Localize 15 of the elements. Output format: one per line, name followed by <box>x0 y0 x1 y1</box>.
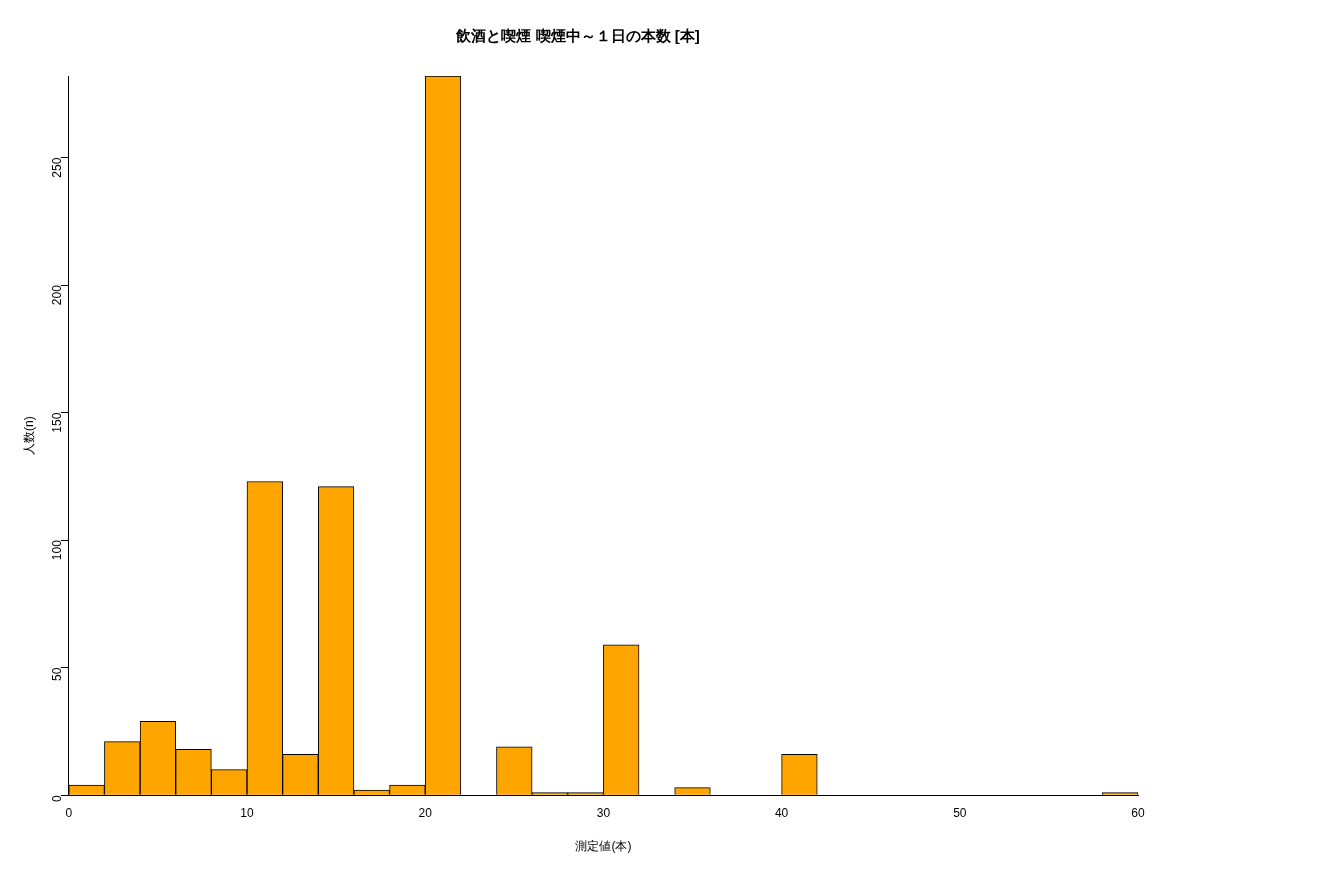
x-tick-label: 30 <box>596 805 611 820</box>
x-tick-label: 50 <box>953 805 967 820</box>
x-tick-label: 60 <box>1131 805 1145 820</box>
y-tick-label: 0 <box>50 794 65 802</box>
y-tick-label: 50 <box>50 667 65 682</box>
x-axis-title: 測定値(本) <box>575 839 632 854</box>
x-tick-label: 10 <box>240 805 254 820</box>
x-tick-label: 20 <box>418 805 433 820</box>
x-tick-label: 40 <box>774 805 789 820</box>
y-tick-label: 150 <box>50 412 65 433</box>
y-axis-title: 人数(n) <box>21 416 36 455</box>
y-tick-label: 200 <box>50 284 65 306</box>
y-tick-label: 250 <box>50 157 65 178</box>
chart-title: 飲酒と喫煙 喫煙中～１日の本数 [本] <box>455 27 700 45</box>
y-tick-label: 100 <box>50 539 65 561</box>
